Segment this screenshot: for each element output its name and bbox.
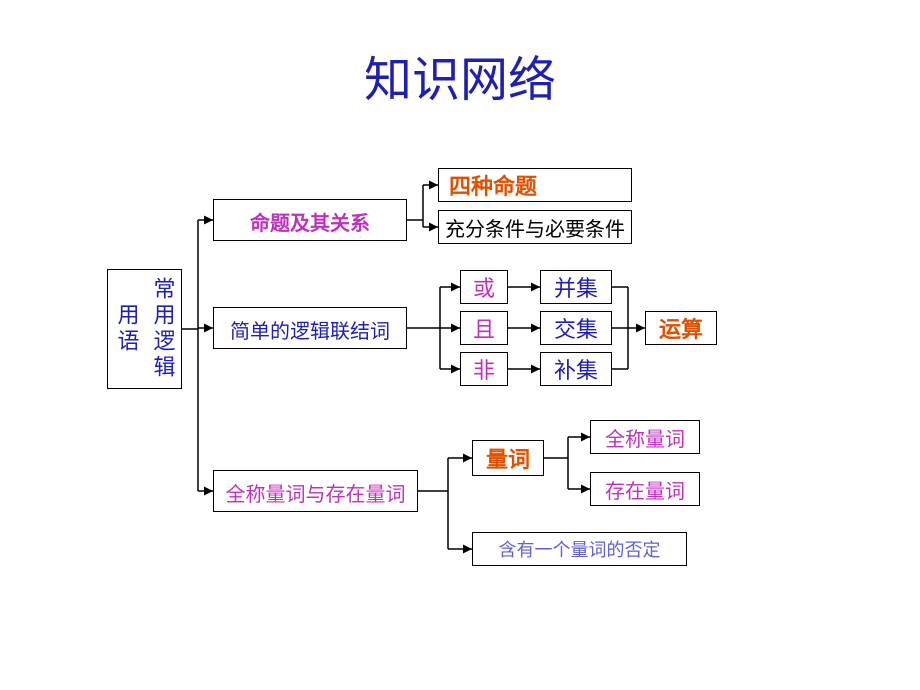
box-sufficient-necessary: 充分条件与必要条件 xyxy=(438,210,632,244)
box-existential: 存在量词 xyxy=(590,472,700,506)
root-col1: 用语 xyxy=(111,303,143,355)
box-universal: 全称量词 xyxy=(590,420,700,454)
box-intersect: 交集 xyxy=(540,311,612,345)
box-not: 非 xyxy=(460,352,508,386)
box-complement: 补集 xyxy=(540,352,612,386)
box-and: 且 xyxy=(460,311,508,345)
box-connectives: 简单的逻辑联结词 xyxy=(213,307,407,349)
box-four-propositions: 四种命题 xyxy=(438,168,632,202)
root-box: 用语 常用逻辑 xyxy=(107,269,182,389)
box-quantifier-word: 量词 xyxy=(472,440,544,476)
box-propositions: 命题及其关系 xyxy=(213,199,407,241)
box-operation: 运算 xyxy=(645,311,717,345)
box-union: 并集 xyxy=(540,270,612,304)
page-title: 知识网络 xyxy=(0,40,920,110)
box-negation-one-quantifier: 含有一个量词的否定 xyxy=(472,532,687,566)
root-col2: 常用逻辑 xyxy=(147,277,179,381)
box-quantifiers: 全称量词与存在量词 xyxy=(213,470,418,512)
box-or: 或 xyxy=(460,270,508,304)
